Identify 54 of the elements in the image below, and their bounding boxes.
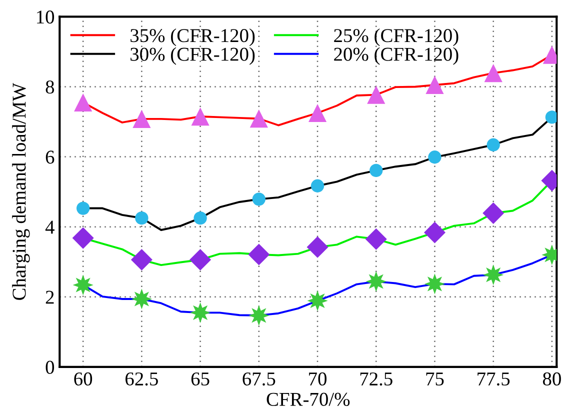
point (366, 271, 386, 292)
y-tick-label: 8 (46, 80, 54, 94)
y-tick-label: 6 (46, 150, 54, 164)
legend-label: 35% (CFR-120) (130, 28, 255, 46)
x-tick-label: 70 (309, 372, 326, 386)
legend-label: 25% (CFR-120) (334, 28, 458, 46)
point (426, 76, 444, 94)
y-axis-title: Charging demand load/MW (12, 82, 30, 300)
point (308, 104, 327, 122)
point (74, 93, 92, 112)
legend-label: 20% (CFR-120) (334, 47, 458, 65)
legend-label: 30% (CFR-120) (130, 47, 255, 65)
point (191, 107, 210, 126)
point (484, 64, 502, 82)
y-tick-label: 4 (45, 220, 54, 234)
x-tick-label: 77.5 (478, 372, 510, 386)
point (307, 290, 328, 312)
point (72, 274, 94, 296)
x-tick-label: 60 (74, 372, 92, 386)
x-axis-title: CFR-70/% (266, 392, 350, 406)
point (252, 192, 266, 206)
point (130, 249, 152, 271)
point (248, 305, 270, 326)
point (483, 264, 504, 286)
point (370, 164, 383, 178)
x-tick-label: 67.5 (242, 372, 276, 386)
y-tick-label: 2 (46, 290, 54, 304)
point (545, 110, 557, 124)
point (306, 236, 328, 258)
point (428, 150, 442, 164)
y-tick-label: 10 (37, 10, 54, 24)
x-tick-label: 75 (426, 372, 444, 386)
point (367, 86, 386, 104)
point (131, 288, 152, 310)
x-tick-label: 62.5 (126, 372, 158, 386)
point (424, 274, 446, 294)
point (72, 227, 94, 249)
point (194, 212, 207, 225)
point (424, 222, 446, 244)
x-tick-label: 72.5 (360, 372, 392, 386)
point (482, 202, 504, 224)
x-tick-label: 65 (191, 372, 210, 386)
point (365, 228, 387, 250)
point (132, 110, 151, 128)
y-tick-label: 0 (46, 360, 54, 374)
point (248, 244, 270, 266)
point (76, 202, 90, 215)
point (250, 110, 268, 128)
point (190, 302, 211, 323)
point (486, 138, 500, 152)
x-tick-label: 80 (542, 372, 561, 386)
point (135, 212, 148, 225)
point (310, 179, 324, 192)
point (190, 249, 212, 271)
